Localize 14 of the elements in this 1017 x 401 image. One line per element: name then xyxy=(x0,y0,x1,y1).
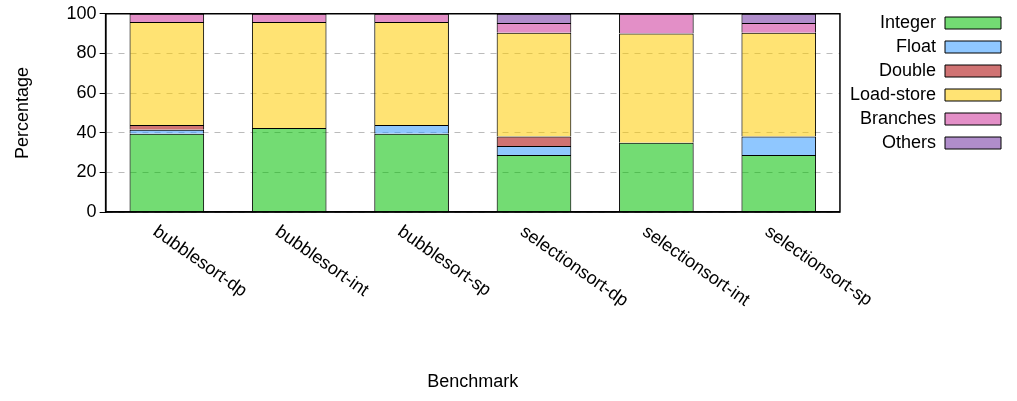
legend-label: Others xyxy=(881,131,936,152)
y-tick-label: 60 xyxy=(76,82,97,103)
legend-label: Float xyxy=(895,35,936,56)
legend-label: Integer xyxy=(879,11,936,32)
y-tick-label: 40 xyxy=(76,121,97,142)
y-axis-title: Percentage xyxy=(11,66,32,159)
x-axis-title: Benchmark xyxy=(427,371,520,392)
legend-label: Load-store xyxy=(849,83,936,104)
y-tick-label: 100 xyxy=(66,2,97,23)
y-tick-label: 80 xyxy=(76,42,97,63)
y-tick-label: 0 xyxy=(86,200,97,221)
legend-label: Branches xyxy=(859,107,936,128)
legend-label: Double xyxy=(878,59,936,80)
y-tick-label: 20 xyxy=(76,161,97,182)
